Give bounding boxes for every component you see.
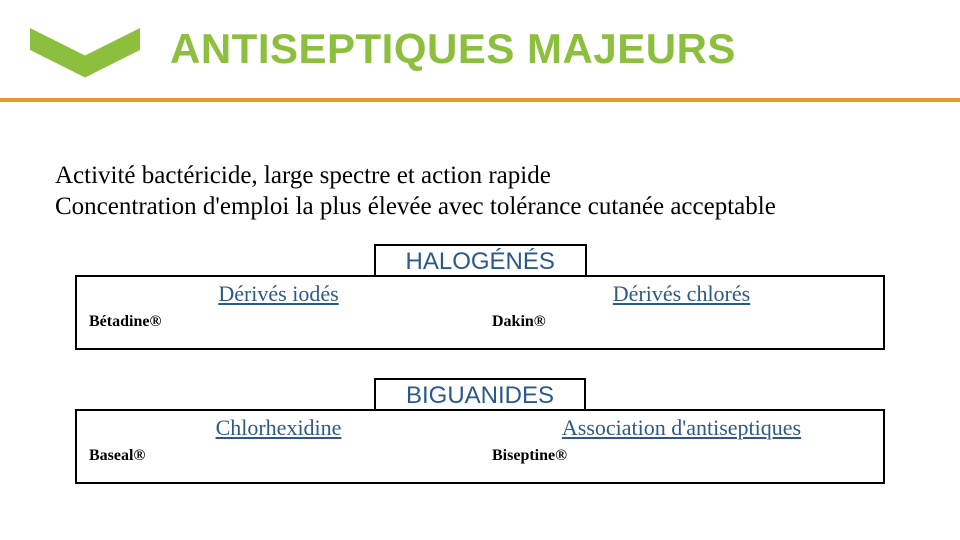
col-chlorhexidine: Chlorhexidine Baseal® <box>77 411 480 482</box>
example-dakin: Dakin® <box>492 313 871 331</box>
group-biguanides: Chlorhexidine Baseal® Association d'anti… <box>75 409 885 484</box>
intro-line-2: Concentration d'emploi la plus élevée av… <box>55 191 905 222</box>
group-halogenes: Dérivés iodés Bétadine® Dérivés chlorés … <box>75 275 885 350</box>
subtitle-chlorhexidine: Chlorhexidine <box>89 415 468 441</box>
example-biseptine: Biseptine® <box>492 447 871 465</box>
subtitle-chlores: Dérivés chlorés <box>492 281 871 307</box>
chevron-down-icon <box>30 28 140 83</box>
subtitle-iodes: Dérivés iodés <box>89 281 468 307</box>
intro-paragraph: Activité bactéricide, large spectre et a… <box>55 160 905 223</box>
col-chlores: Dérivés chlorés Dakin® <box>480 277 883 348</box>
subtitle-association: Association d'antiseptiques <box>492 415 871 441</box>
title-underline <box>0 98 960 102</box>
col-association: Association d'antiseptiques Biseptine® <box>480 411 883 482</box>
category-label: BIGUANIDES <box>406 382 554 409</box>
page-title: ANTISEPTIQUES MAJEURS <box>170 25 736 73</box>
col-iodes: Dérivés iodés Bétadine® <box>77 277 480 348</box>
example-betadine: Bétadine® <box>89 313 468 331</box>
example-baseal: Baseal® <box>89 447 468 465</box>
intro-line-1: Activité bactéricide, large spectre et a… <box>55 160 905 191</box>
category-label: HALOGÉNÉS <box>406 248 555 275</box>
slide: ANTISEPTIQUES MAJEURS Activité bactérici… <box>0 0 960 540</box>
